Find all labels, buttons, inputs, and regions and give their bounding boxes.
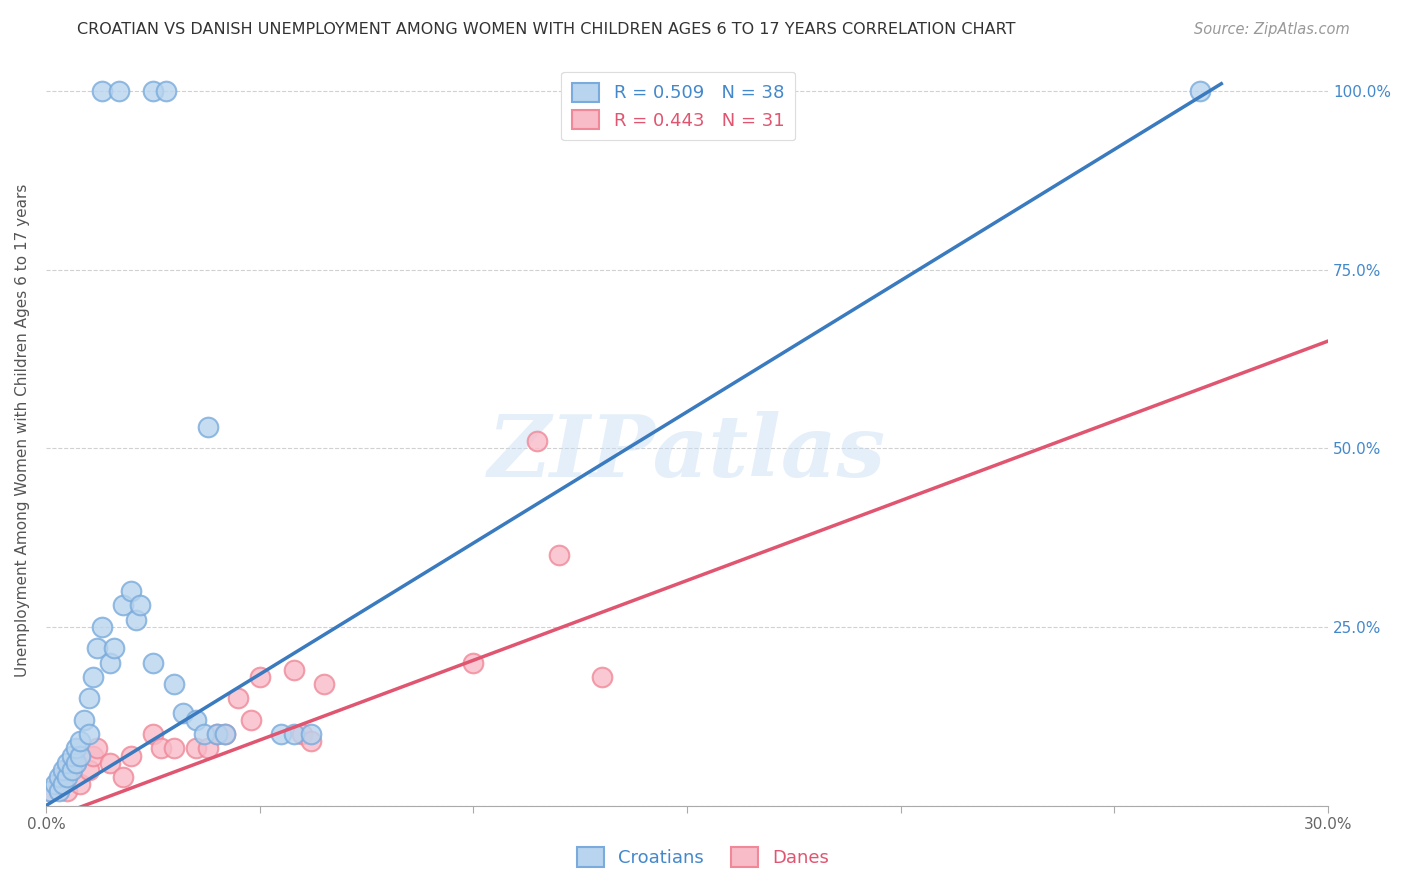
Point — [125, 613, 148, 627]
Point — [193, 727, 215, 741]
Point — [1188, 84, 1211, 98]
Point — [103, 641, 125, 656]
Point — [65, 756, 87, 770]
Point — [107, 84, 129, 98]
Point — [52, 763, 75, 777]
Point — [56, 763, 79, 777]
Point — [172, 706, 194, 720]
Point — [48, 770, 70, 784]
Point — [205, 727, 228, 741]
Point — [77, 727, 100, 741]
Text: ZIPatlas: ZIPatlas — [488, 411, 886, 495]
Point — [249, 670, 271, 684]
Point — [39, 784, 62, 798]
Point — [163, 741, 186, 756]
Point — [299, 734, 322, 748]
Point — [283, 663, 305, 677]
Point — [240, 713, 263, 727]
Legend: R = 0.509   N = 38, R = 0.443   N = 31: R = 0.509 N = 38, R = 0.443 N = 31 — [561, 71, 796, 140]
Point — [56, 770, 79, 784]
Point — [526, 434, 548, 448]
Point — [312, 677, 335, 691]
Point — [69, 748, 91, 763]
Point — [291, 727, 314, 741]
Text: Source: ZipAtlas.com: Source: ZipAtlas.com — [1194, 22, 1350, 37]
Point — [82, 748, 104, 763]
Point — [56, 784, 79, 798]
Point — [184, 713, 207, 727]
Point — [142, 727, 165, 741]
Point — [44, 777, 66, 791]
Point — [283, 727, 305, 741]
Point — [184, 741, 207, 756]
Point — [155, 84, 177, 98]
Point — [150, 741, 173, 756]
Point — [52, 770, 75, 784]
Point — [98, 656, 121, 670]
Point — [214, 727, 236, 741]
Text: CROATIAN VS DANISH UNEMPLOYMENT AMONG WOMEN WITH CHILDREN AGES 6 TO 17 YEARS COR: CROATIAN VS DANISH UNEMPLOYMENT AMONG WO… — [77, 22, 1015, 37]
Point — [56, 756, 79, 770]
Point — [90, 620, 112, 634]
Point — [39, 784, 62, 798]
Point — [90, 84, 112, 98]
Point — [65, 741, 87, 756]
Point — [142, 656, 165, 670]
Point — [77, 763, 100, 777]
Point — [86, 741, 108, 756]
Point — [547, 549, 569, 563]
Point — [111, 599, 134, 613]
Point — [142, 84, 165, 98]
Point — [86, 641, 108, 656]
Point — [82, 670, 104, 684]
Point — [111, 770, 134, 784]
Point — [226, 691, 249, 706]
Point — [48, 784, 70, 798]
Point — [69, 734, 91, 748]
Point — [48, 777, 70, 791]
Point — [77, 691, 100, 706]
Point — [463, 656, 485, 670]
Point — [120, 748, 142, 763]
Point — [52, 777, 75, 791]
Point — [60, 763, 83, 777]
Point — [205, 727, 228, 741]
Point — [197, 741, 219, 756]
Point — [69, 777, 91, 791]
Point — [270, 727, 292, 741]
Point — [214, 727, 236, 741]
Point — [129, 599, 152, 613]
Point — [591, 670, 613, 684]
Point — [197, 419, 219, 434]
Point — [73, 713, 96, 727]
Point — [65, 756, 87, 770]
Point — [60, 748, 83, 763]
Point — [163, 677, 186, 691]
Y-axis label: Unemployment Among Women with Children Ages 6 to 17 years: Unemployment Among Women with Children A… — [15, 184, 30, 677]
Point — [120, 584, 142, 599]
Point — [299, 727, 322, 741]
Point — [98, 756, 121, 770]
Legend: Croatians, Danes: Croatians, Danes — [569, 839, 837, 874]
